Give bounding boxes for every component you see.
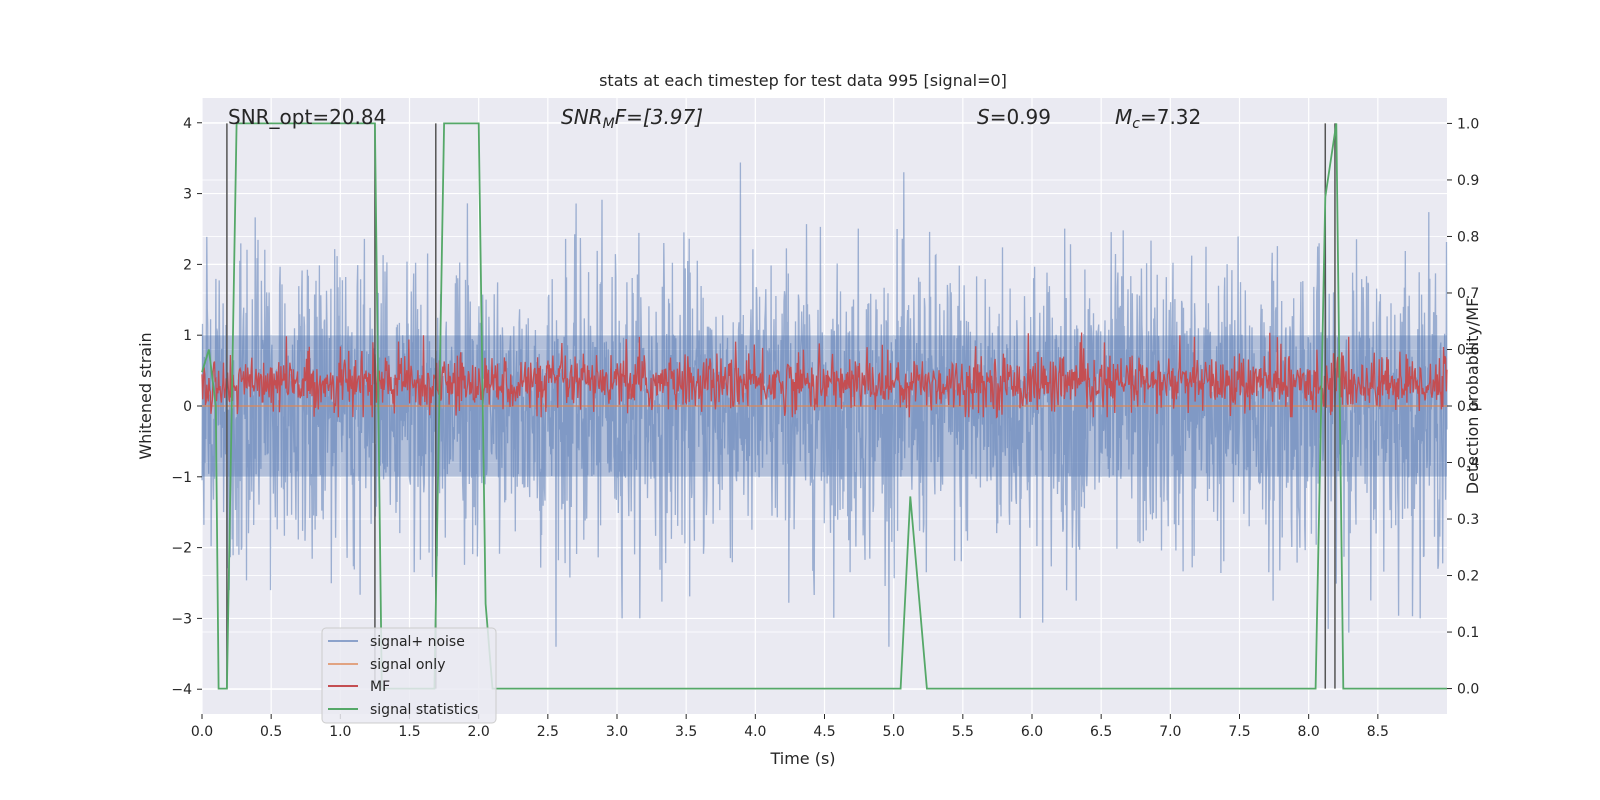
y-right-tick-label-0: 0.0	[1457, 682, 1479, 698]
y-right-tick-label-8: 0.8	[1457, 229, 1479, 245]
x-tick-label-14: 7.0	[1159, 724, 1181, 740]
x-tick-label-9: 4.5	[813, 724, 835, 740]
y-right-axis-ticks: 0.0 0.1 0.2 0.3 0.4 0.5 0.6 0.7 0.8 0.9 1.0	[1447, 116, 1479, 698]
legend-label-signal-statistics: signal statistics	[370, 702, 478, 718]
annotation-snr-opt: SNR_opt=20.84	[228, 105, 386, 129]
y-left-tick-label-8: 4	[183, 116, 192, 132]
y-right-tick-label-2: 0.2	[1457, 569, 1479, 585]
x-axis-label: Time (s)	[769, 749, 835, 768]
mf-line	[201, 332, 1448, 419]
legend-label-signal-only: signal only	[370, 657, 445, 673]
x-tick-label-8: 4.0	[744, 724, 766, 740]
legend-label-mf: MF	[370, 679, 390, 695]
annotation-snr-mf-rest: F=[3.97]	[615, 105, 703, 129]
annotation-s-var: S	[977, 105, 990, 129]
y-right-tick-label-10: 1.0	[1457, 116, 1479, 132]
x-tick-label-11: 5.5	[952, 724, 974, 740]
x-tick-label-17: 8.5	[1367, 724, 1389, 740]
x-tick-label-13: 6.5	[1090, 724, 1112, 740]
annotation-s-rest: =0.99	[990, 105, 1051, 129]
series-signal-statistics	[201, 122, 1447, 690]
x-tick-label-3: 1.5	[398, 724, 420, 740]
annotation-mc-var: M	[1115, 105, 1132, 129]
annotation-mc-sub: c	[1132, 116, 1140, 132]
y-left-tick-label-7: 3	[183, 187, 192, 203]
x-tick-label-5: 2.5	[537, 724, 559, 740]
y-right-axis-label: Detection probability/MF	[1463, 298, 1482, 495]
x-tick-label-1: 0.5	[260, 724, 282, 740]
y-right-tick-label-5: 0.5	[1457, 399, 1479, 415]
x-tick-label-16: 8.0	[1298, 724, 1320, 740]
y-left-tick-label-0: −4	[171, 682, 192, 698]
noise-line	[201, 162, 1448, 647]
y-left-tick-label-3: −1	[171, 470, 192, 486]
y-left-axis-label: Whitened strain	[136, 332, 155, 459]
y-left-tick-label-2: −2	[171, 541, 192, 557]
legend-label-signal-noise: signal+ noise	[370, 634, 465, 650]
annotation-snr-mf-base: SNR	[561, 105, 603, 129]
x-tick-label-12: 6.0	[1021, 724, 1043, 740]
y-left-tick-label-1: −3	[171, 611, 192, 627]
annotation-mc: Mc=7.32	[1115, 105, 1201, 132]
x-tick-label-15: 7.5	[1228, 724, 1250, 740]
y-left-axis-ticks: −4 −3 −2 −1 0 1 2 3 4	[171, 116, 202, 698]
x-tick-label-6: 3.0	[606, 724, 628, 740]
series-mf	[201, 332, 1448, 419]
x-tick-label-7: 3.5	[675, 724, 697, 740]
y-right-tick-label-4: 0.4	[1457, 456, 1479, 472]
annotation-snr-mf-sub: M	[603, 116, 615, 132]
chart-title: stats at each timestep for test data 995…	[599, 71, 1007, 90]
legend: signal+ noise signal only MF signal stat…	[321, 627, 497, 724]
x-tick-label-10: 5.0	[883, 724, 905, 740]
y-right-tick-label-1: 0.1	[1457, 625, 1479, 641]
legend-box	[321, 627, 497, 724]
y-right-tick-label-7: 0.7	[1457, 286, 1479, 302]
x-tick-label-0: 0.0	[191, 724, 213, 740]
y-left-tick-label-6: 2	[183, 257, 192, 273]
annotation-snr-mf: SNRMF=[3.97]	[561, 105, 703, 132]
annotation-mc-rest: =7.32	[1140, 105, 1201, 129]
annotation-s-stat: S=0.99	[977, 105, 1051, 129]
y-left-tick-label-4: 0	[183, 399, 192, 415]
x-tick-label-2: 1.0	[329, 724, 351, 740]
y-right-tick-label-3: 0.3	[1457, 512, 1479, 528]
signal-statistics-line	[201, 122, 1447, 690]
y-right-tick-label-9: 0.9	[1457, 173, 1479, 189]
x-axis-ticks: 0.0 0.5 1.0 1.5 2.0 2.5 3.0 3.5 4.0 4.5 5.0 5.5 6.0 6…	[191, 714, 1389, 740]
y-left-tick-label-5: 1	[183, 328, 192, 344]
x-tick-label-4: 2.0	[468, 724, 490, 740]
y-right-tick-label-6: 0.6	[1457, 342, 1479, 358]
